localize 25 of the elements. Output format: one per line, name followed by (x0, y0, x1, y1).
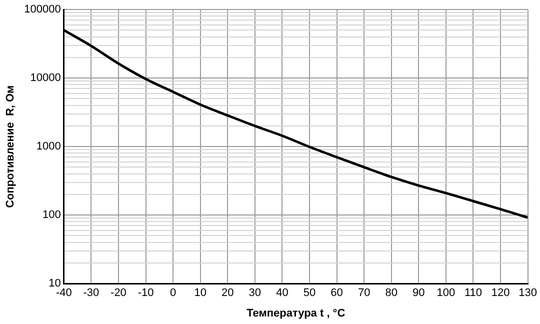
y-tick-label: 100 (42, 209, 61, 222)
x-tick-label: -10 (138, 287, 154, 300)
y-tick-label: 1000 (36, 140, 61, 153)
x-tick-label: 100 (436, 287, 456, 300)
x-tick-label: 120 (491, 287, 510, 300)
y-axis-title: Сопротивление R, Ом (4, 85, 17, 208)
x-tick-label: -40 (56, 287, 72, 300)
x-tick-label: 60 (330, 287, 343, 300)
y-tick-label: 100000 (24, 4, 61, 16)
x-tick-label: -20 (110, 287, 126, 300)
x-tick-label: 70 (358, 287, 370, 300)
x-tick-label: 50 (303, 287, 316, 300)
x-tick-label: 10 (194, 287, 206, 300)
x-axis-title: Температура t , °С (246, 307, 346, 320)
x-tick-label: 30 (248, 287, 262, 300)
x-tick-label: 20 (222, 287, 234, 300)
x-tick-label: 0 (170, 287, 176, 300)
x-tick-label: -30 (83, 287, 100, 300)
x-tick-label: 40 (276, 287, 288, 300)
x-tick-label: 110 (464, 287, 482, 300)
y-tick-label: 10 (48, 278, 61, 290)
x-tick-label: 80 (385, 287, 398, 300)
x-tick-label: 130 (518, 287, 538, 300)
y-tick-label: 10000 (30, 72, 61, 84)
x-tick-label: 90 (412, 287, 425, 300)
